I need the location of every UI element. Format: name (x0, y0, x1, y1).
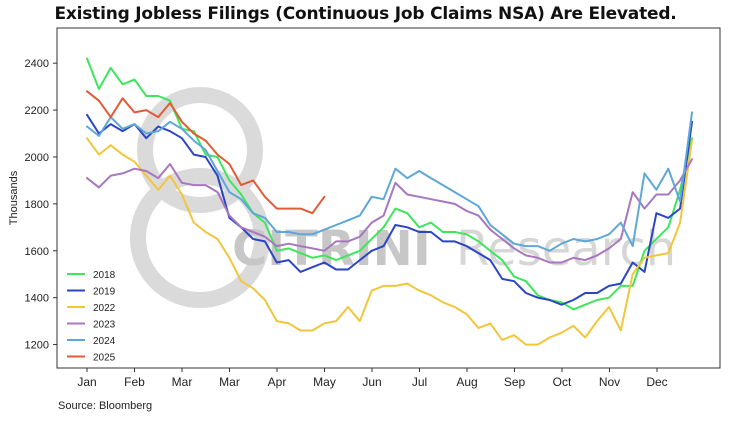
y-tick-label: 1600 (25, 246, 49, 258)
legend-label-2018: 2018 (93, 270, 116, 281)
y-tick-label: 1200 (25, 340, 49, 352)
y-axis-label: Thousands (8, 170, 20, 225)
plot-area-frame (56, 27, 721, 369)
series-line-2023 (86, 158, 693, 264)
x-tick-label: Mar (219, 375, 240, 389)
x-axis: Jan Feb Mar Mar Apr May Jun Jul Aug Sep Oct Nov Dec (77, 368, 668, 389)
watermark-text-bold: CITRINI (232, 221, 431, 277)
series-line-2022 (86, 137, 693, 346)
y-tick-label: 2400 (25, 58, 49, 70)
x-tick-label: May (313, 375, 336, 389)
x-tick-label: Jun (362, 375, 381, 389)
x-tick-label: Apr (268, 375, 287, 389)
legend-label-2025: 2025 (93, 353, 116, 364)
y-tick-label: 1400 (25, 293, 49, 305)
source-note: Source: Bloomberg (58, 400, 153, 412)
y-tick-label: 1800 (25, 199, 49, 211)
series-line-2018 (86, 57, 693, 311)
x-tick-label: Oct (553, 375, 572, 389)
watermark-logo: CITRINI Research (130, 87, 676, 308)
x-tick-label: Jul (412, 375, 427, 389)
legend-label-2023: 2023 (93, 320, 116, 331)
watermark-ring-top (137, 87, 263, 213)
chart-title: Existing Jobless Filings (Continuous Job… (54, 4, 677, 24)
watermark-ring-bottom (130, 168, 270, 308)
legend-label-2024: 2024 (93, 336, 116, 347)
y-tick-label: 2000 (25, 152, 49, 164)
x-tick-label: Nov (599, 375, 620, 389)
y-axis: 1200 1400 1600 1800 2000 2200 2400 (25, 58, 57, 352)
x-tick-label: Sep (504, 375, 526, 389)
x-tick-label: Feb (124, 375, 145, 389)
legend: 2018 2019 2022 2023 2024 2025 (67, 270, 116, 364)
series-lines (86, 57, 693, 346)
y-tick-label: 2200 (25, 105, 49, 117)
series-line-2024 (86, 111, 693, 252)
x-tick-label: Aug (456, 375, 477, 389)
x-tick-label: Dec (646, 375, 667, 389)
legend-label-2019: 2019 (93, 287, 116, 298)
legend-label-2022: 2022 (93, 303, 116, 314)
x-tick-label: Jan (77, 375, 96, 389)
series-line-2019 (86, 113, 693, 306)
x-tick-label: Mar (172, 375, 193, 389)
series-line-2025 (86, 90, 326, 215)
